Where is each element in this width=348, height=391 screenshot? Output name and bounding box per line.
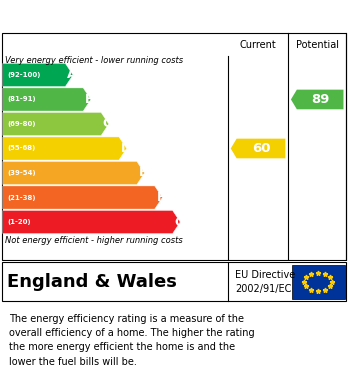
Text: Potential: Potential	[296, 39, 339, 50]
Text: F: F	[157, 191, 165, 204]
Text: E: E	[139, 167, 147, 179]
Text: England & Wales: England & Wales	[7, 273, 177, 291]
Text: 89: 89	[311, 93, 330, 106]
Text: The energy efficiency rating is a measure of the
overall efficiency of a home. T: The energy efficiency rating is a measur…	[9, 314, 254, 367]
Text: A: A	[67, 68, 77, 81]
Text: Energy Efficiency Rating: Energy Efficiency Rating	[9, 9, 230, 23]
Text: 60: 60	[252, 142, 271, 155]
Text: Current: Current	[240, 39, 276, 50]
Text: G: G	[174, 215, 184, 228]
Polygon shape	[3, 186, 163, 209]
Polygon shape	[231, 139, 285, 158]
Text: Very energy efficient - lower running costs: Very energy efficient - lower running co…	[5, 56, 183, 65]
Text: (69-80): (69-80)	[7, 121, 35, 127]
Text: (1-20): (1-20)	[7, 219, 31, 225]
Text: EU Directive
2002/91/EC: EU Directive 2002/91/EC	[235, 270, 295, 294]
Text: (21-38): (21-38)	[7, 194, 35, 201]
Polygon shape	[3, 161, 144, 185]
Text: (39-54): (39-54)	[7, 170, 35, 176]
Text: (81-91): (81-91)	[7, 97, 35, 102]
Text: B: B	[85, 93, 94, 106]
Text: (92-100): (92-100)	[7, 72, 40, 78]
Polygon shape	[3, 88, 91, 111]
Text: Not energy efficient - higher running costs: Not energy efficient - higher running co…	[5, 236, 183, 245]
Text: C: C	[103, 117, 112, 131]
Text: (55-68): (55-68)	[7, 145, 35, 151]
Polygon shape	[3, 210, 180, 233]
Polygon shape	[3, 137, 127, 160]
Text: D: D	[121, 142, 131, 155]
Polygon shape	[291, 90, 343, 109]
Polygon shape	[3, 63, 73, 86]
Bar	[292, 265, 345, 299]
Polygon shape	[3, 113, 109, 136]
